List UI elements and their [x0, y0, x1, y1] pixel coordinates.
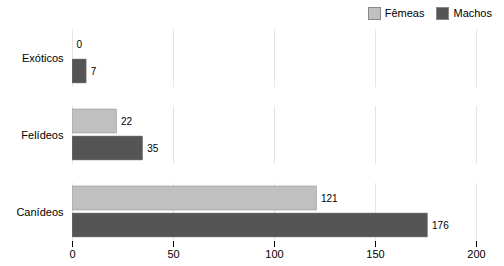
svg-text:0: 0 — [69, 248, 75, 260]
svg-text:Felídeos: Felídeos — [21, 129, 64, 141]
svg-text:50: 50 — [167, 248, 179, 260]
svg-text:22: 22 — [121, 116, 133, 127]
svg-text:176: 176 — [432, 220, 449, 231]
svg-text:0: 0 — [77, 39, 83, 50]
svg-text:Exóticos: Exóticos — [22, 52, 64, 64]
svg-text:7: 7 — [91, 66, 97, 77]
html-text:Fêmeas: Fêmeas — [384, 7, 425, 19]
svg-text:35: 35 — [147, 143, 159, 154]
html-text:Machos: Machos — [453, 7, 492, 19]
svg-text:100: 100 — [265, 248, 283, 260]
svg-text:150: 150 — [366, 248, 384, 260]
svg-text:121: 121 — [321, 193, 338, 204]
svg-text:Canídeos: Canídeos — [16, 206, 64, 218]
svg-text:200: 200 — [467, 248, 485, 260]
